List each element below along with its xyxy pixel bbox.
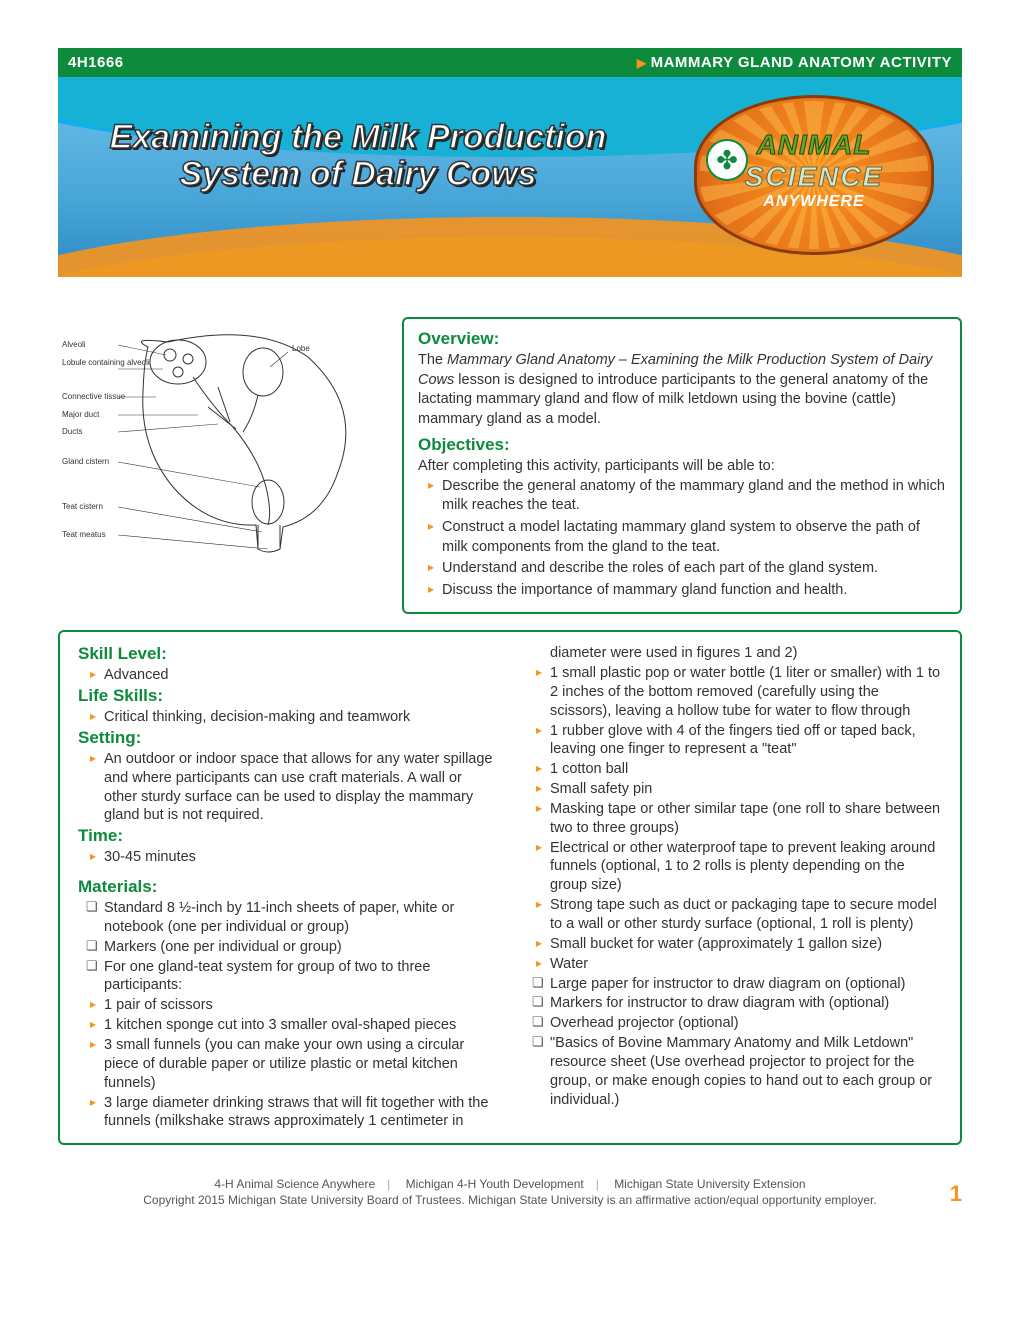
material-item: Water <box>536 955 942 974</box>
footer: 4-H Animal Science Anywhere| Michigan 4-… <box>58 1177 962 1208</box>
material-item: Markers (one per individual or group) <box>90 938 496 957</box>
time-value: 30-45 minutes <box>90 848 496 867</box>
material-item: 1 rubber glove with 4 of the fingers tie… <box>536 722 942 760</box>
caret-icon: ▶ <box>637 56 647 70</box>
overview-heading: Overview: <box>418 329 946 349</box>
program-badge: ✤ ANIMAL SCIENCE ANYWHERE <box>694 95 934 255</box>
label-teat-meatus: Teat meatus <box>62 530 106 539</box>
objective-item: Construct a model lactating mammary glan… <box>428 518 946 557</box>
life-skills-value: Critical thinking, decision-making and t… <box>90 708 496 727</box>
objective-item: Understand and describe the roles of eac… <box>428 559 946 579</box>
material-item: Electrical or other waterproof tape to p… <box>536 839 942 896</box>
doc-code: 4H1666 <box>68 54 124 71</box>
material-item: 1 pair of scissors <box>90 996 496 1015</box>
activity-label-wrap: ▶ MAMMARY GLAND ANATOMY ACTIVITY <box>637 54 952 71</box>
setting-value: An outdoor or indoor space that allows f… <box>90 750 496 825</box>
label-lobe: Lobe <box>292 344 310 353</box>
hero-title: Examining the Milk Production System of … <box>88 119 628 194</box>
material-item: Standard 8 ½-inch by 11-inch sheets of p… <box>90 899 496 937</box>
material-item: 1 cotton ball <box>536 760 942 779</box>
material-item: Small bucket for water (approximately 1 … <box>536 935 942 954</box>
objectives-heading: Objectives: <box>418 435 946 455</box>
material-item: 1 kitchen sponge cut into 3 smaller oval… <box>90 1016 496 1035</box>
material-item: 3 small funnels (you can make your own u… <box>90 1036 496 1093</box>
skill-heading: Skill Level: <box>78 644 496 664</box>
hero-banner: Examining the Milk Production System of … <box>58 77 962 277</box>
label-gland-cistern: Gland cistern <box>62 457 109 466</box>
objective-item: Discuss the importance of mammary gland … <box>428 581 946 601</box>
material-item: Small safety pin <box>536 780 942 799</box>
page-number: 1 <box>950 1180 962 1209</box>
objective-item: Describe the general anatomy of the mamm… <box>428 477 946 516</box>
materials-heading: Materials: <box>78 877 496 897</box>
material-item: Masking tape or other similar tape (one … <box>536 800 942 838</box>
label-teat-cistern: Teat cistern <box>62 502 103 511</box>
header-bar: 4H1666 ▶ MAMMARY GLAND ANATOMY ACTIVITY <box>58 48 962 77</box>
label-ducts: Ducts <box>62 427 82 436</box>
label-connective: Connective tissue <box>62 392 126 401</box>
material-item: For one gland-teat system for group of t… <box>90 958 496 996</box>
overview-box: Overview: The Mammary Gland Anatomy – Ex… <box>402 317 962 614</box>
objectives-intro: After completing this activity, particip… <box>418 457 946 477</box>
skill-value: Advanced <box>90 666 496 685</box>
material-item: 1 small plastic pop or water bottle (1 l… <box>536 664 942 721</box>
activity-label: MAMMARY GLAND ANATOMY ACTIVITY <box>651 54 952 71</box>
anatomy-diagram: Alveoli Lobule containing alveoli Connec… <box>58 317 378 560</box>
objectives-list: Describe the general anatomy of the mamm… <box>418 477 946 600</box>
label-major-duct: Major duct <box>62 410 100 419</box>
time-heading: Time: <box>78 826 496 846</box>
material-item: Overhead projector (optional) <box>536 1014 942 1033</box>
details-box: Skill Level: Advanced Life Skills: Criti… <box>58 630 962 1145</box>
setting-heading: Setting: <box>78 728 496 748</box>
overview-text: The Mammary Gland Anatomy – Examining th… <box>418 351 946 429</box>
material-item: Markers for instructor to draw diagram w… <box>536 994 942 1013</box>
material-item: "Basics of Bovine Mammary Anatomy and Mi… <box>536 1034 942 1109</box>
material-item: Strong tape such as duct or packaging ta… <box>536 896 942 934</box>
label-lobule: Lobule containing alveoli <box>62 358 150 367</box>
material-item: Large paper for instructor to draw diagr… <box>536 975 942 994</box>
life-skills-heading: Life Skills: <box>78 686 496 706</box>
label-alveoli: Alveoli <box>62 340 86 349</box>
